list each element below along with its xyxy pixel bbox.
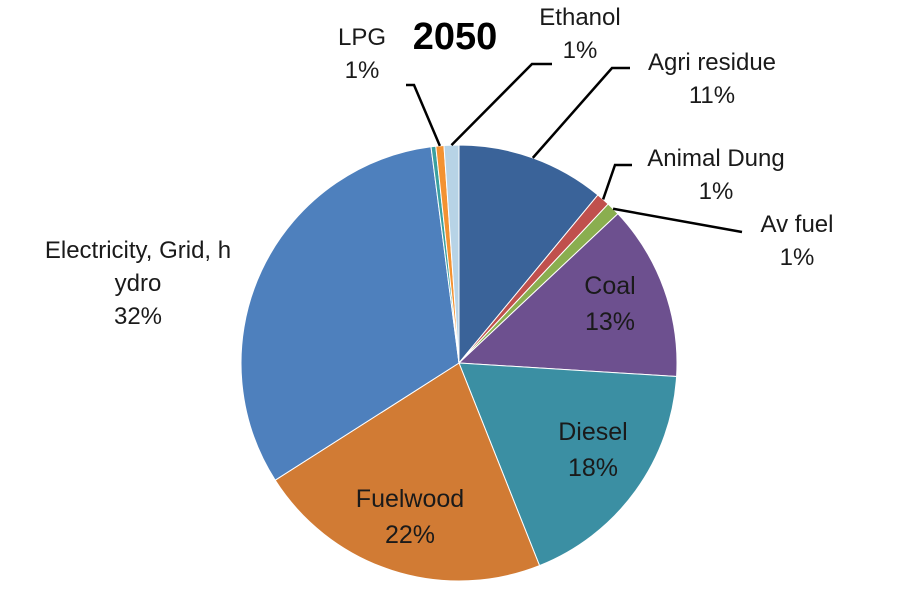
leader-agri-residue [531, 66, 630, 159]
slice-agri-residue [458, 144, 599, 365]
leader-lpg [406, 83, 442, 147]
label-coal: Coal 13% [584, 272, 635, 336]
label-animal-dung: Animal Dung 1% [647, 145, 784, 205]
label-av-fuel: Av fuel 1% [761, 211, 834, 271]
leader-av-fuel [612, 207, 743, 234]
slice-fuelwood [274, 362, 541, 582]
slice-ethanol [443, 144, 460, 364]
slice-electricity-grid-hydro [240, 146, 460, 481]
slice-diesel [458, 362, 678, 567]
chart-title: 2050 [413, 16, 498, 58]
slice-coal [457, 212, 678, 378]
label-diesel: Diesel 18% [558, 418, 627, 482]
label-agri-residue: Agri residue 11% [648, 49, 776, 109]
label-electricity-grid-hydro: Electricity, Grid, h ydro 32% [45, 237, 231, 330]
label-fuelwood: Fuelwood 22% [356, 485, 464, 549]
label-ethanol: Ethanol 1% [539, 4, 620, 64]
slice-labels: Agri residue 11% Animal Dung 1%Av fuel 1% Coa… [45, 4, 834, 549]
leader-lines [406, 62, 743, 234]
pie-slices [240, 144, 678, 582]
leader-ethanol [450, 62, 552, 147]
leader-animal-dung [601, 163, 632, 200]
label-lpg: LPG 1% [338, 24, 386, 84]
